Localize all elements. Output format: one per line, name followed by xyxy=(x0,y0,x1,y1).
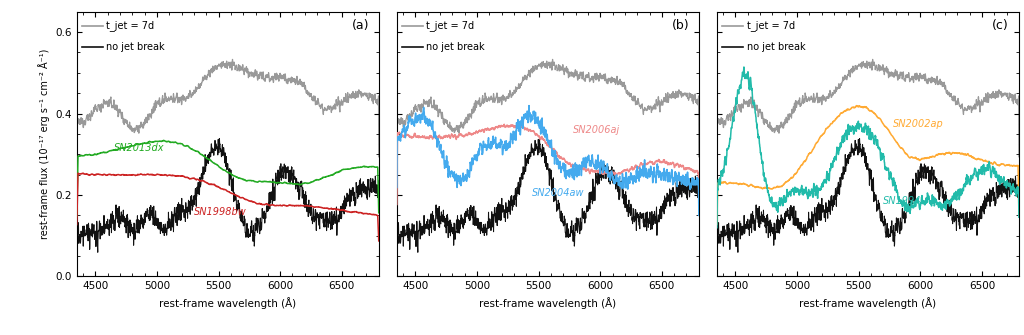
Text: t_jet = 7d: t_jet = 7d xyxy=(746,20,795,31)
Text: t_jet = 7d: t_jet = 7d xyxy=(106,20,155,31)
X-axis label: rest-frame wavelength (Å): rest-frame wavelength (Å) xyxy=(800,297,937,309)
Text: SN2002ap: SN2002ap xyxy=(893,119,944,129)
X-axis label: rest-frame wavelength (Å): rest-frame wavelength (Å) xyxy=(159,297,296,309)
Text: SN2013dx: SN2013dx xyxy=(114,143,164,153)
Text: no jet break: no jet break xyxy=(426,42,485,52)
Text: (a): (a) xyxy=(351,19,369,32)
Y-axis label: rest-frame flux (10⁻¹⁷ erg s⁻¹ cm⁻² Å⁻¹): rest-frame flux (10⁻¹⁷ erg s⁻¹ cm⁻² Å⁻¹) xyxy=(38,49,50,239)
Text: no jet break: no jet break xyxy=(106,42,165,52)
Text: SN1994I: SN1994I xyxy=(884,196,925,206)
Text: (b): (b) xyxy=(672,19,689,32)
Text: SN1998bw: SN1998bw xyxy=(194,207,247,217)
Text: no jet break: no jet break xyxy=(746,42,805,52)
Text: t_jet = 7d: t_jet = 7d xyxy=(426,20,474,31)
Text: SN2006aj: SN2006aj xyxy=(573,125,621,135)
X-axis label: rest-frame wavelength (Å): rest-frame wavelength (Å) xyxy=(479,297,616,309)
Text: SN2004aw: SN2004aw xyxy=(532,188,585,198)
Text: (c): (c) xyxy=(992,19,1009,32)
